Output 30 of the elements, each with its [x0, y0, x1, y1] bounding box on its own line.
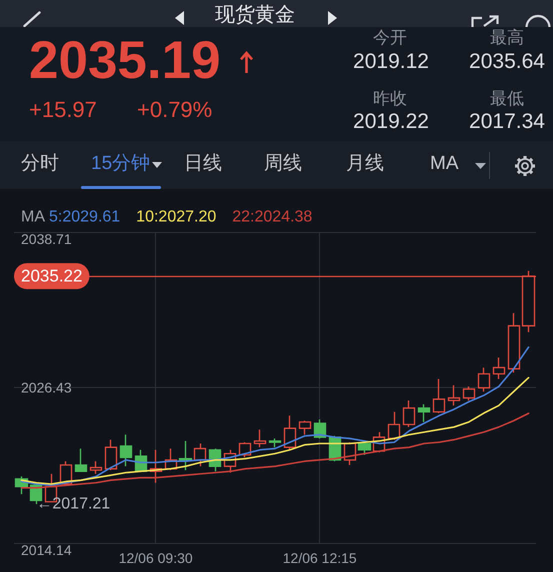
text: 5:2029.61: [49, 208, 120, 226]
text: +0.79%: [137, 97, 212, 122]
y-tick-label: 2014.14: [21, 542, 72, 558]
chart-title: 现货黄金: [215, 4, 295, 26]
text: 2019.12: [353, 50, 429, 73]
y-tick-label: 2026.43: [21, 379, 72, 396]
text: 最高: [490, 28, 524, 47]
y-tick-label: 2038.71: [21, 231, 72, 247]
ref-line-label: 2035.22: [21, 266, 82, 286]
text: 2019.22: [353, 110, 429, 133]
text: 月线: [346, 153, 384, 174]
text: +15.97: [29, 97, 97, 122]
legend-title: MA: [21, 208, 46, 226]
text: 2035.19: [29, 31, 221, 90]
text: MA: [430, 153, 458, 174]
x-tick-label: 12/06 09:30: [118, 550, 193, 566]
text: 15分钟: [91, 153, 150, 174]
text: 2017.34: [469, 110, 545, 133]
text: 周线: [264, 153, 302, 174]
annotation: ←2017.21: [36, 496, 110, 513]
text: 今开: [373, 28, 407, 47]
text: 2035.64: [469, 50, 545, 73]
text: 10:2027.20: [136, 208, 216, 226]
text: 22:2024.38: [232, 208, 312, 226]
text: 分时: [21, 153, 59, 174]
text: 最低: [490, 89, 524, 108]
text: 昨收: [373, 89, 407, 108]
x-tick-label: 12/06 12:15: [282, 550, 357, 566]
top-bar: 现货黄金: [0, 0, 553, 27]
text: 日线: [184, 153, 222, 174]
